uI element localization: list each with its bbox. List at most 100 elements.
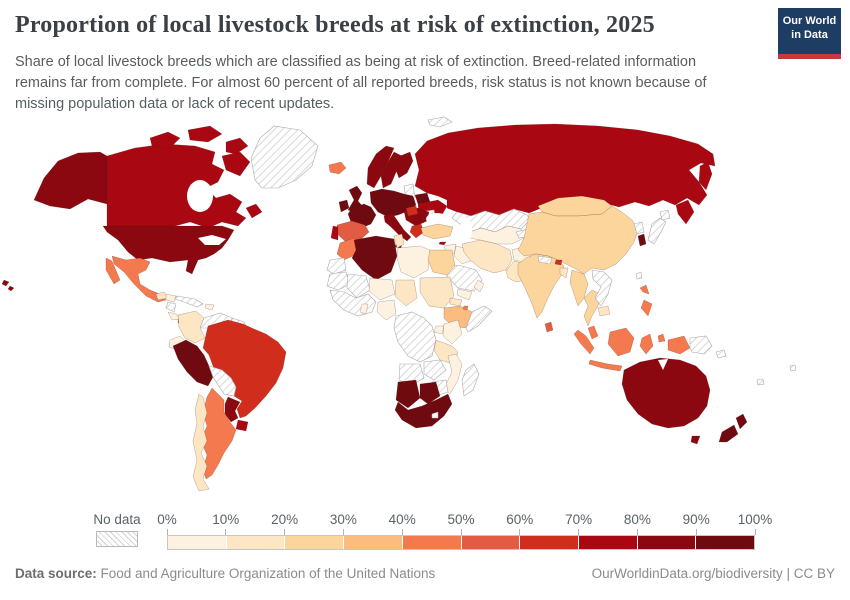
country-libya[interactable] [396,245,431,279]
country-canada-baffin[interactable] [221,151,251,177]
country-angola[interactable] [398,363,425,386]
legend-swatch-8[interactable] [636,536,696,549]
country-japan-hokkaido[interactable] [659,209,671,221]
legend-swatch-0[interactable] [168,536,226,549]
legend-swatch-5[interactable] [460,536,520,549]
country-ghana[interactable] [359,303,369,315]
country-canada-newfoundland[interactable] [245,203,263,219]
country-turkey[interactable] [420,223,454,240]
country-indonesia-borneo[interactable] [607,327,635,357]
country-sweden[interactable] [380,151,403,189]
country-finland[interactable] [394,151,414,179]
country-new-caledonia[interactable] [756,378,765,386]
legend-swatch-9[interactable] [695,536,755,549]
country-eritrea[interactable] [449,297,463,307]
legend-swatch-4[interactable] [401,536,461,549]
country-honduras[interactable] [165,293,177,303]
country-indonesia-papua[interactable] [667,335,691,355]
country-canada-arctic[interactable] [225,137,249,155]
country-chile[interactable] [192,393,210,492]
country-iran[interactable] [461,239,513,274]
country-papua-new-guinea[interactable] [689,335,713,355]
country-somalia[interactable] [465,305,493,333]
country-mexico-baja[interactable] [105,257,121,285]
country-indonesia-moluccas[interactable] [657,333,666,343]
country-sri-lanka[interactable] [544,321,554,333]
country-chad[interactable] [394,279,418,307]
legend-no-data-swatch[interactable] [96,531,138,547]
legend-swatch-2[interactable] [284,536,344,549]
legend-swatch-7[interactable] [577,536,637,549]
country-niger[interactable] [368,277,396,301]
country-indonesia-java[interactable] [588,359,623,372]
country-greenland[interactable] [250,125,319,189]
country-zambia[interactable] [423,359,447,381]
country-mali[interactable] [346,273,371,299]
country-nigeria[interactable] [376,299,397,321]
country-north-korea[interactable] [633,221,645,235]
owid-logo[interactable]: Our World in Data [778,8,841,59]
country-portugal[interactable] [330,225,339,241]
country-ireland[interactable] [338,199,350,213]
country-svalbard[interactable] [427,116,453,128]
attribution[interactable]: OurWorldinData.org/biodiversity | CC BY [591,566,835,581]
country-greece[interactable] [409,223,425,239]
country-hispaniola[interactable] [204,303,215,311]
country-argentina[interactable] [200,387,237,480]
country-cambodia[interactable] [597,305,611,317]
country-oman[interactable] [473,279,485,293]
country-namibia[interactable] [395,379,421,409]
country-bolivia[interactable] [208,365,237,397]
country-south-africa[interactable] [394,393,453,429]
country-kenya[interactable] [442,319,463,345]
country-paraguay[interactable] [224,396,241,423]
country-colombia[interactable] [177,310,206,344]
country-yemen[interactable] [456,288,473,301]
country-cuba[interactable] [174,295,204,308]
country-tunisia[interactable] [393,233,405,249]
country-taiwan[interactable] [635,271,643,280]
country-indonesia-sulawesi[interactable] [639,333,654,355]
country-solomon-islands[interactable] [715,349,727,359]
country-canada-arctic[interactable] [187,125,223,143]
country-australia-tasmania[interactable] [690,435,701,445]
country-egypt[interactable] [427,249,456,276]
country-hawaii[interactable] [1,279,10,287]
country-djibouti[interactable] [462,305,469,311]
country-italy[interactable] [383,212,412,242]
country-lesotho[interactable] [431,411,439,419]
country-japan[interactable] [647,217,667,245]
legend-swatch-6[interactable] [519,536,578,549]
country-algeria[interactable] [351,235,398,281]
country-india[interactable] [517,253,565,319]
country-hungary-serbia[interactable] [405,205,419,217]
country-iceland[interactable] [328,161,347,175]
country-alaska[interactable] [33,151,108,210]
country-philippines[interactable] [639,284,650,295]
country-new-zealand[interactable] [735,413,748,430]
country-philippines[interactable] [640,299,653,317]
country-sudan[interactable] [419,276,455,309]
country-western-sahara[interactable] [326,257,347,275]
country-mauritania[interactable] [326,271,351,291]
country-hawaii[interactable] [7,285,15,292]
country-cyprus[interactable] [438,241,447,246]
country-madagascar[interactable] [461,363,480,397]
country-bangladesh[interactable] [559,267,569,279]
country-canada[interactable] [106,143,247,229]
country-fiji[interactable] [789,364,797,372]
legend-swatch-1[interactable] [225,536,285,549]
country-china[interactable] [517,205,639,275]
legend-swatch-3[interactable] [343,536,402,549]
country-nicaragua[interactable] [165,301,177,313]
country-australia[interactable] [621,357,711,429]
country-laos-vietnam[interactable] [591,269,613,307]
country-uruguay[interactable] [235,419,249,432]
country-spain[interactable] [336,220,370,242]
country-canada-arctic[interactable] [149,131,181,149]
country-new-zealand[interactable] [718,424,739,443]
country-malaysia[interactable] [587,325,599,340]
country-mexico[interactable] [111,255,167,303]
country-myanmar[interactable] [569,269,589,307]
country-mozambique[interactable] [443,353,463,395]
